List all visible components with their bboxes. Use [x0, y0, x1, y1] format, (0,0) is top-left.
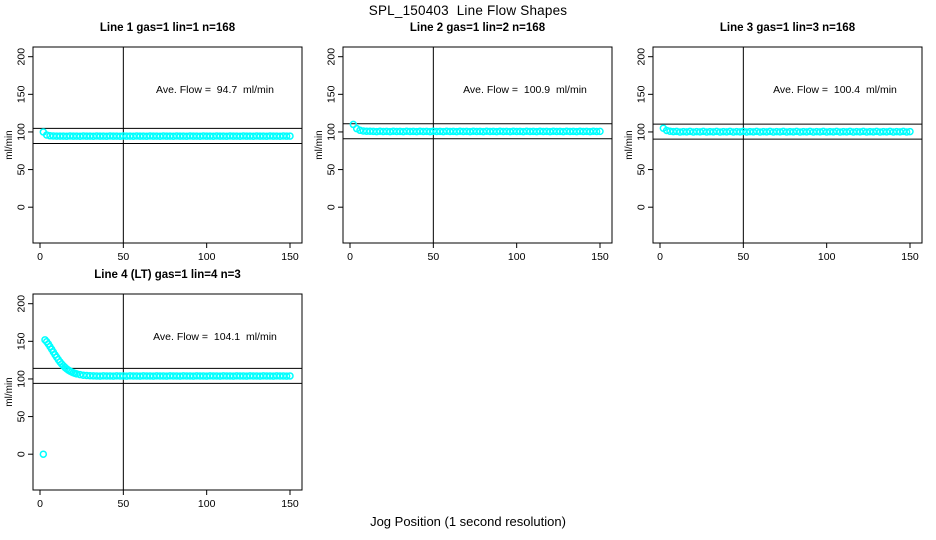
svg-text:150: 150	[16, 85, 28, 103]
svg-text:150: 150	[636, 85, 648, 103]
svg-text:150: 150	[326, 85, 338, 103]
panel-2-title: Line 2 gas=1 lin=2 n=168	[409, 22, 546, 34]
svg-text:ml/min: ml/min	[624, 130, 635, 159]
svg-text:0: 0	[636, 204, 648, 210]
svg-text:ml/min: ml/min	[314, 130, 325, 159]
svg-text:50: 50	[636, 164, 648, 176]
svg-text:200: 200	[326, 48, 338, 66]
svg-text:150: 150	[281, 251, 299, 263]
svg-text:100: 100	[198, 251, 216, 263]
x-axis-label: Jog Position (1 second resolution)	[370, 514, 566, 529]
panel-4-ave-flow-annotation: Ave. Flow = 104.1 ml/min	[153, 331, 277, 343]
svg-text:200: 200	[16, 295, 28, 313]
svg-text:0: 0	[37, 251, 43, 263]
svg-text:150: 150	[591, 251, 609, 263]
svg-text:50: 50	[117, 251, 129, 263]
svg-text:0: 0	[326, 204, 338, 210]
svg-text:100: 100	[326, 123, 338, 141]
panel-line-1: 0 50 100 150 0 50 100 150 200 ml/min Line 1 gas=1…	[0, 20, 312, 270]
svg-text:200: 200	[636, 48, 648, 66]
svg-text:100: 100	[16, 370, 28, 388]
svg-text:50: 50	[16, 411, 28, 423]
svg-text:150: 150	[281, 498, 299, 510]
svg-text:100: 100	[198, 498, 216, 510]
svg-text:0: 0	[37, 498, 43, 510]
svg-text:50: 50	[737, 251, 749, 263]
panel-line-4: 0 50 100 150 0 50 100 150 200 ml/min Line 4 (LT) …	[0, 267, 312, 517]
panel-4-plot-area: 0 50 100 150 0 50 100 150 200 ml/min	[4, 293, 303, 510]
chart-title: SPL_150403 Line Flow Shapes	[368, 3, 568, 18]
panel-2-ave-flow-annotation: Ave. Flow = 100.9 ml/min	[463, 84, 587, 96]
svg-text:150: 150	[901, 251, 919, 263]
svg-text:100: 100	[818, 251, 836, 263]
panel-line-2: 0 50 100 150 0 50 100 150 200 ml/min Line 2 gas=1…	[310, 20, 622, 270]
panel-4-title: Line 4 (LT) gas=1 lin=4 n=3	[94, 269, 241, 281]
panel-1-ave-flow-annotation: Ave. Flow = 94.7 ml/min	[156, 84, 274, 96]
svg-text:0: 0	[16, 451, 28, 457]
svg-text:0: 0	[347, 251, 353, 263]
svg-text:150: 150	[16, 332, 28, 350]
svg-text:ml/min: ml/min	[4, 377, 15, 406]
svg-text:100: 100	[16, 123, 28, 141]
svg-text:50: 50	[16, 164, 28, 176]
svg-text:100: 100	[508, 251, 526, 263]
svg-text:50: 50	[326, 164, 338, 176]
panel-1-title: Line 1 gas=1 lin=1 n=168	[99, 22, 236, 34]
panel-3-title: Line 3 gas=1 lin=3 n=168	[719, 22, 856, 34]
svg-text:50: 50	[117, 498, 129, 510]
svg-text:0: 0	[16, 204, 28, 210]
svg-text:0: 0	[657, 251, 663, 263]
svg-text:50: 50	[427, 251, 439, 263]
panel-1-plot-area: 0 50 100 150 0 50 100 150 200 ml/min	[4, 46, 303, 263]
panel-3-plot-area: 0 50 100 150 0 50 100 150 200 ml/min	[624, 46, 923, 263]
panel-3-ave-flow-annotation: Ave. Flow = 100.4 ml/min	[773, 84, 897, 96]
panel-2-plot-area: 0 50 100 150 0 50 100 150 200 ml/min	[314, 46, 613, 263]
svg-text:200: 200	[16, 48, 28, 66]
svg-text:100: 100	[636, 123, 648, 141]
panel-line-3: 0 50 100 150 0 50 100 150 200 ml/min Line 3 gas=1…	[620, 20, 932, 270]
svg-text:ml/min: ml/min	[4, 130, 15, 159]
